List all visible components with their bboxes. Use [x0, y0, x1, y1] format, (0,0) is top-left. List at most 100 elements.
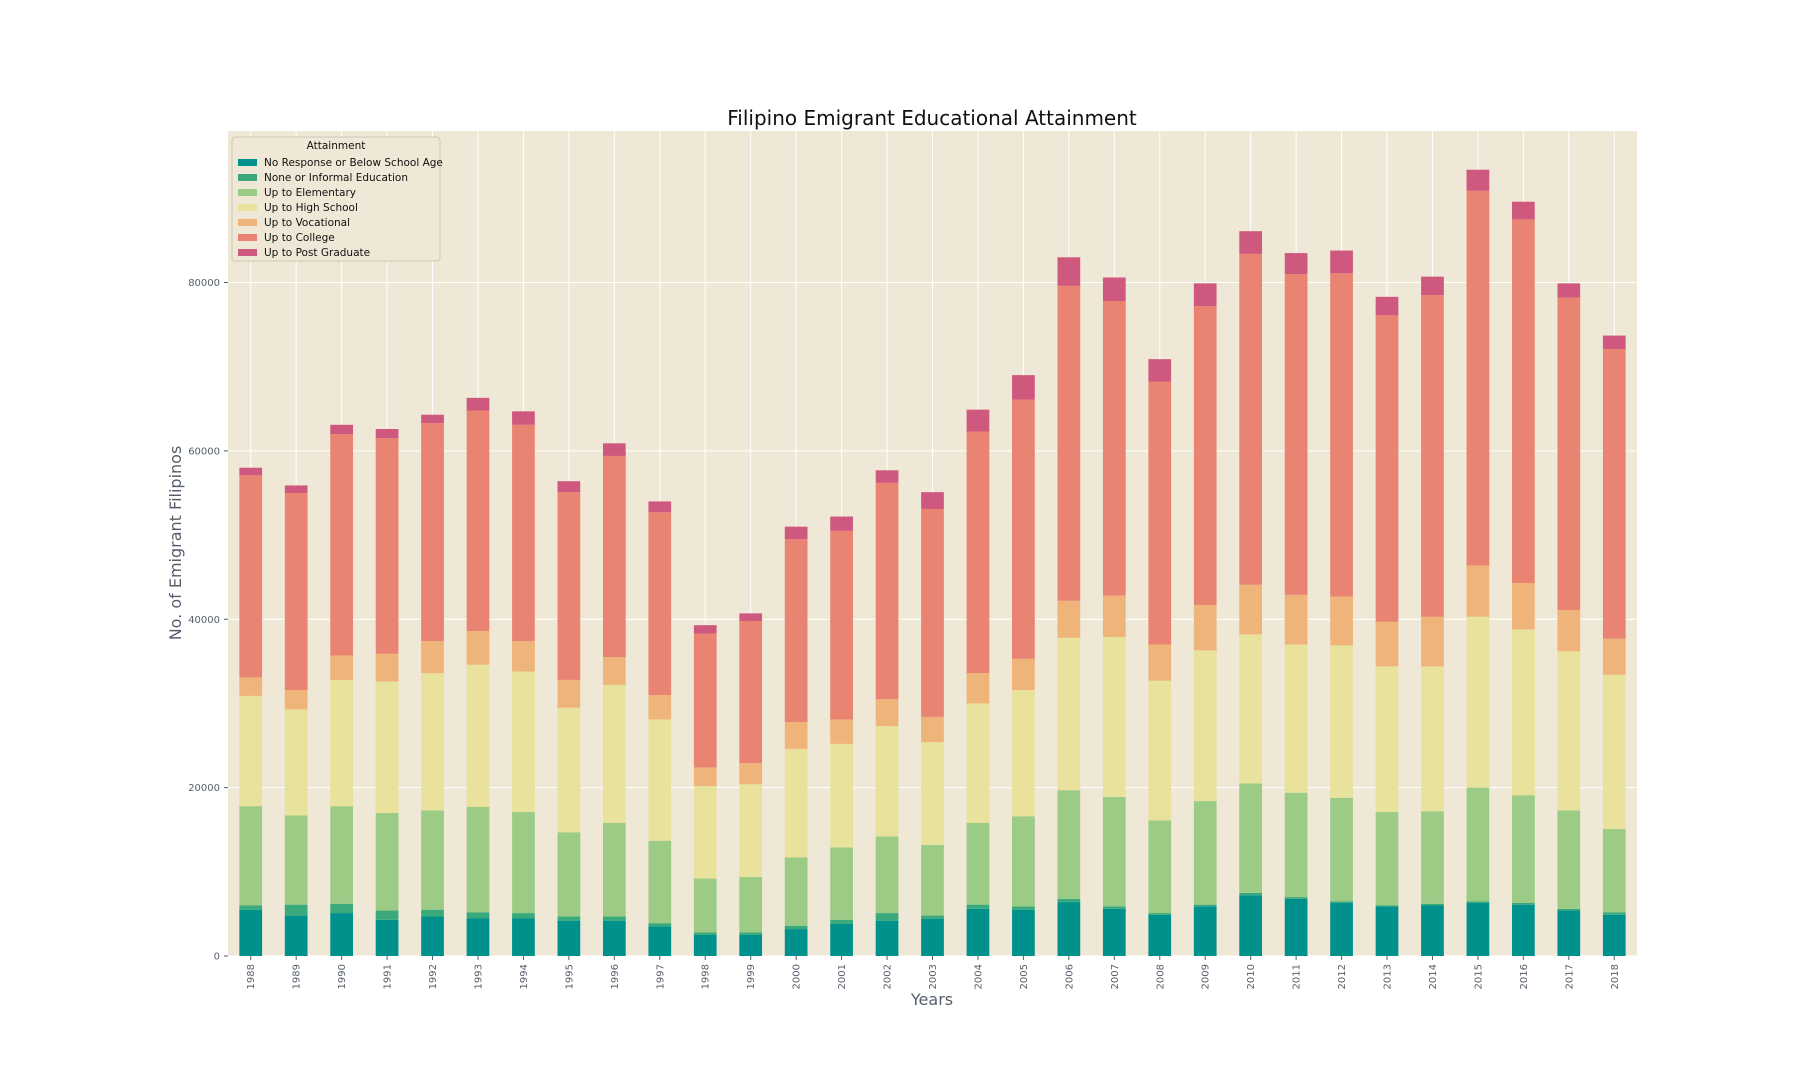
bar-segment	[1602, 638, 1626, 675]
bar-segment	[1375, 905, 1399, 907]
legend-entry: Up to College	[264, 232, 335, 244]
bar-segment	[739, 763, 763, 785]
bar-segment	[693, 934, 717, 956]
bar-segment	[1284, 253, 1308, 275]
bar-segment	[966, 673, 990, 704]
bar-segment	[1284, 594, 1308, 645]
bar-segment	[284, 492, 308, 690]
bar-segment	[739, 613, 763, 621]
bar-segment	[648, 840, 672, 924]
bar-segment	[1239, 634, 1263, 784]
y-tick-label: 60000	[188, 446, 220, 457]
x-tick-label: 2003	[928, 964, 939, 989]
bar-segment	[1193, 650, 1217, 802]
bar-segment	[1421, 811, 1444, 904]
bar-segment	[1102, 277, 1126, 302]
bar-segment	[739, 784, 763, 877]
bar-segment	[557, 679, 581, 708]
bar-segment	[1466, 787, 1490, 902]
bar-segment	[1557, 810, 1581, 909]
bar-segment	[830, 719, 853, 744]
bar-segment	[602, 822, 626, 917]
bar-segment	[784, 925, 808, 930]
x-tick-label: 1995	[564, 964, 575, 989]
bar-segment	[557, 492, 581, 680]
bar-segment	[1057, 285, 1081, 601]
legend-entry: None or Informal Education	[264, 172, 408, 184]
x-tick-label: 1990	[337, 964, 348, 989]
bar-segment	[1330, 273, 1353, 597]
x-tick-label: 2007	[1110, 964, 1121, 989]
bar-segment	[875, 920, 899, 956]
bar-segment	[1012, 658, 1035, 690]
bar-segment	[1284, 644, 1308, 793]
bar-segment	[557, 920, 581, 956]
x-tick-label: 1994	[519, 964, 530, 989]
bar-segment	[1466, 169, 1490, 191]
bar-segment	[693, 785, 717, 879]
x-tick-label: 2016	[1519, 964, 1530, 989]
bar-segment	[830, 924, 853, 956]
bar-segment	[602, 916, 626, 921]
bar-segment	[421, 673, 444, 811]
bar-segment	[1375, 621, 1399, 667]
bar-segment	[1512, 219, 1535, 584]
bar-segment	[921, 508, 944, 717]
bar-segment	[512, 641, 535, 672]
bar-segment	[239, 695, 263, 807]
bar-segment	[1012, 816, 1035, 907]
bar-segment	[1512, 583, 1535, 630]
bar-segment	[875, 482, 899, 700]
x-tick-label: 1989	[292, 964, 303, 989]
bar-segment	[648, 926, 672, 956]
bar-segment	[1239, 253, 1263, 585]
bar-segment	[966, 703, 990, 823]
bar-segment	[1193, 801, 1217, 905]
bar-segment	[602, 443, 626, 456]
bar-segment	[648, 719, 672, 841]
bar-segment	[1193, 306, 1217, 605]
x-tick-label: 2001	[837, 964, 848, 989]
bar-segment	[648, 695, 672, 720]
bar-segment	[1284, 792, 1308, 898]
x-tick-label: 2014	[1428, 964, 1439, 989]
bar-segment	[693, 633, 717, 768]
bar-segment	[375, 681, 399, 813]
legend-entry: Up to Elementary	[264, 187, 356, 199]
bar-segment	[830, 516, 853, 531]
bar-segment	[239, 475, 263, 678]
bar-segment	[1057, 637, 1081, 791]
y-axis-ticks: 0 20000 40000 60000 80000	[188, 278, 228, 963]
y-axis-label: No. of Emigrant Filipinos	[166, 446, 185, 641]
legend: Attainment No Response or Below School A…	[231, 136, 443, 262]
legend-swatch	[238, 219, 257, 226]
bar-segment	[966, 904, 990, 909]
bar-segment	[875, 699, 899, 727]
x-tick-label: 2008	[1155, 964, 1166, 989]
bar-segment	[466, 664, 490, 807]
y-tick-label: 0	[214, 952, 220, 963]
bar-segment	[330, 434, 353, 656]
y-tick-label: 80000	[188, 278, 220, 289]
bar-segment	[1466, 616, 1490, 788]
bar-segment	[1193, 604, 1217, 651]
bar-segment	[784, 539, 808, 722]
bar-segment	[1557, 908, 1581, 911]
bar-segment	[1330, 250, 1353, 274]
bar-segment	[1512, 902, 1535, 905]
bar-segment	[239, 677, 263, 696]
bar-segment	[1239, 231, 1263, 254]
bar-segment	[1466, 902, 1490, 956]
legend-entry: Up to Vocational	[264, 217, 350, 229]
bar-segment	[1239, 783, 1263, 893]
bar-segment	[830, 743, 853, 848]
legend-swatch	[238, 174, 257, 181]
bar-segment	[284, 915, 308, 956]
x-tick-label: 2015	[1473, 964, 1484, 989]
bar-segment	[375, 919, 399, 956]
x-tick-label: 2000	[792, 964, 803, 989]
bar-segment	[239, 806, 263, 906]
bar-segment	[330, 903, 353, 914]
bar-segment	[375, 812, 399, 911]
bar-segment	[1239, 892, 1263, 896]
